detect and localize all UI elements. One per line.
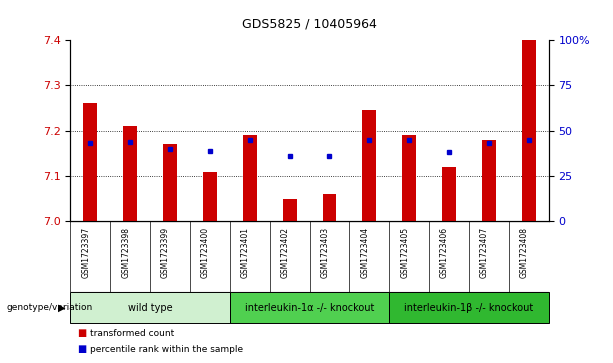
Text: percentile rank within the sample: percentile rank within the sample: [90, 345, 243, 354]
Text: GDS5825 / 10405964: GDS5825 / 10405964: [242, 18, 377, 31]
Bar: [442, 167, 456, 221]
Bar: [70, 292, 230, 323]
Bar: [163, 144, 177, 221]
Text: GSM1723403: GSM1723403: [321, 227, 330, 278]
Bar: [402, 135, 416, 221]
Text: GSM1723406: GSM1723406: [440, 227, 449, 278]
Text: GSM1723402: GSM1723402: [281, 227, 289, 278]
Bar: [203, 171, 217, 221]
Text: genotype/variation: genotype/variation: [6, 303, 93, 312]
Text: transformed count: transformed count: [90, 329, 174, 338]
Text: GSM1723398: GSM1723398: [121, 227, 130, 278]
Text: GSM1723399: GSM1723399: [161, 227, 170, 278]
Bar: [322, 194, 337, 221]
Bar: [522, 40, 536, 221]
Text: GSM1723404: GSM1723404: [360, 227, 369, 278]
Text: ■: ■: [77, 344, 86, 354]
Text: wild type: wild type: [128, 303, 172, 313]
Bar: [362, 110, 376, 221]
Text: interleukin-1α -/- knockout: interleukin-1α -/- knockout: [245, 303, 375, 313]
Bar: [83, 103, 97, 221]
Bar: [243, 135, 257, 221]
Text: GSM1723400: GSM1723400: [201, 227, 210, 278]
Text: interleukin-1β -/- knockout: interleukin-1β -/- knockout: [405, 303, 533, 313]
Bar: [230, 292, 389, 323]
Bar: [283, 199, 297, 221]
Text: ▶: ▶: [58, 303, 65, 313]
Bar: [389, 292, 549, 323]
Bar: [123, 126, 137, 221]
Text: GSM1723401: GSM1723401: [241, 227, 250, 278]
Text: GSM1723405: GSM1723405: [400, 227, 409, 278]
Text: ■: ■: [77, 328, 86, 338]
Text: GSM1723407: GSM1723407: [480, 227, 489, 278]
Text: GSM1723397: GSM1723397: [82, 227, 91, 278]
Text: GSM1723408: GSM1723408: [520, 227, 528, 278]
Bar: [482, 140, 496, 221]
